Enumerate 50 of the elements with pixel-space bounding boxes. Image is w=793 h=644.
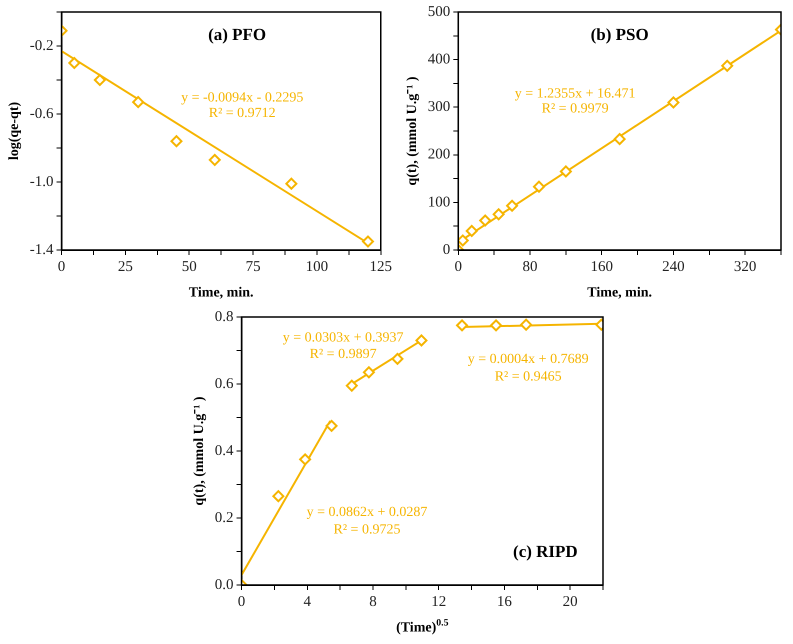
x-tick-label: 4 (304, 594, 312, 610)
y-tick-label: -0.2 (30, 38, 54, 54)
x-tick-label: 240 (662, 258, 685, 275)
annotation: R² = 0.9979 (542, 102, 609, 117)
y-tick-label: 0.0 (214, 576, 234, 593)
y-tick-label: 0.8 (214, 308, 234, 325)
y-axis-title: log(qe-qt) (7, 102, 22, 160)
x-tick-label: 8 (369, 594, 377, 610)
annotation: R² = 0.9712 (208, 106, 276, 122)
annotation: y = 0.0862x + 0.0287 (306, 504, 428, 520)
text: (b) PSO (590, 25, 649, 44)
y-tick-label: -1.0 (30, 174, 54, 190)
y-tick-label: 0.4 (214, 442, 234, 459)
x-tick-label: 0 (58, 258, 66, 275)
x-tick-label: 80 (522, 258, 538, 275)
x-tick-label: 0 (454, 258, 462, 275)
annotation: y = 0.0303x + 0.3937 (282, 330, 404, 346)
x-axis-title: Time, min. (188, 286, 254, 301)
annotation: y = 1.2355x + 16.471 (514, 86, 636, 102)
x-axis-title: Time, min. (587, 286, 652, 301)
annotation: y = -0.0094x - 0.2295 (181, 90, 304, 106)
y-axis-title: q(t), (mmol U.g⁻¹ ) (405, 76, 420, 186)
y-tick-label: 300 (428, 99, 450, 116)
x-tick-label: 12 (431, 594, 446, 610)
text: (c) RIPD (513, 542, 578, 562)
annotation: y = 0.0004x + 0.7689 (468, 352, 589, 368)
annotation: R² = 0.9725 (334, 522, 400, 538)
y-tick-label: 0 (442, 242, 450, 258)
x-tick-label: 20 (562, 594, 578, 610)
y-tick-label: 0.6 (214, 376, 234, 392)
y-tick-label: 0.2 (214, 510, 234, 526)
x-tick-label: 160 (590, 258, 613, 275)
y-tick-label: -0.6 (30, 106, 54, 122)
y-tick-label: 500 (428, 4, 450, 20)
y-tick-label: -1.4 (30, 242, 54, 258)
x-tick-label: 0 (238, 594, 246, 610)
y-tick-label: 100 (428, 194, 450, 210)
x-tick-label: 75 (246, 258, 261, 275)
x-tick-label: 50 (182, 258, 197, 275)
y-tick-label: 200 (428, 146, 450, 163)
text: (a) PFO (208, 25, 266, 44)
annotation: R² = 0.9897 (310, 347, 377, 362)
x-tick-label: 100 (306, 258, 328, 275)
annotation: R² = 0.9465 (494, 369, 562, 384)
x-tick-label: 25 (118, 258, 133, 275)
y-axis-title: q(t), (mmol U.g⁻¹ ) (192, 396, 208, 506)
x-tick-label: 16 (496, 594, 512, 610)
y-tick-label: 400 (428, 52, 450, 68)
x-tick-label: 320 (734, 258, 756, 275)
x-tick-label: 125 (370, 258, 392, 275)
